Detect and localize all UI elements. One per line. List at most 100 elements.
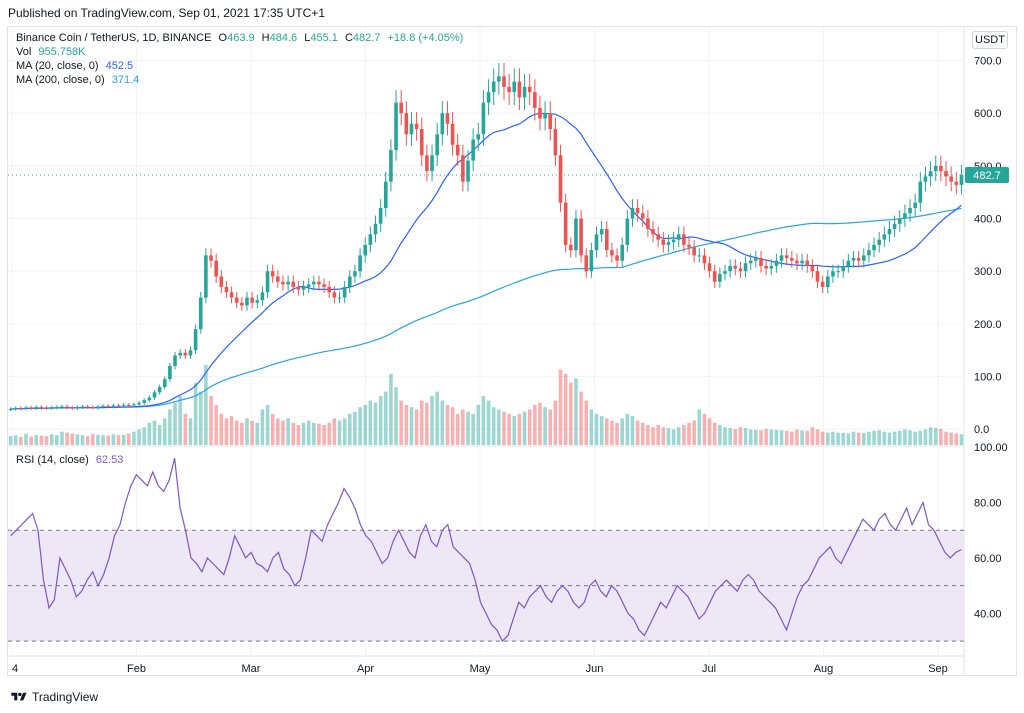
- volume-bar: [533, 405, 537, 445]
- volume-bar: [198, 391, 203, 445]
- candle-body: [353, 271, 357, 277]
- candle-body: [229, 292, 234, 298]
- candle-body: [630, 208, 635, 219]
- volume-bar: [363, 405, 368, 445]
- volume-bar: [640, 422, 645, 445]
- volume-bar: [574, 378, 578, 445]
- ma200-label[interactable]: MA (200, close, 0): [16, 74, 105, 86]
- volume-bar: [409, 407, 414, 445]
- volume-bar: [784, 430, 789, 445]
- volume-bar: [949, 432, 953, 445]
- volume-label[interactable]: Vol: [16, 46, 32, 58]
- volume-bar: [126, 433, 131, 445]
- currency-button[interactable]: USDT: [972, 31, 1008, 49]
- volume-bar: [959, 434, 964, 445]
- price-tick-label: 700.0: [974, 56, 1002, 68]
- candle-body: [610, 250, 614, 256]
- candle-body: [317, 281, 321, 285]
- candle-body: [255, 300, 260, 303]
- volume-bar: [625, 413, 630, 445]
- volume-bar: [317, 423, 321, 445]
- candle-body: [265, 271, 270, 293]
- candle-body: [322, 284, 326, 287]
- volume-bar: [121, 434, 126, 445]
- candle-body: [101, 406, 105, 408]
- candle-body: [661, 239, 666, 245]
- candle-body: [769, 265, 774, 269]
- time-tick-label: Aug: [814, 663, 834, 675]
- volume-bar: [697, 409, 702, 445]
- ma20-label[interactable]: MA (20, close, 0): [16, 60, 99, 72]
- candle-body: [471, 139, 475, 161]
- volume-bar: [635, 420, 640, 445]
- candle-body: [651, 229, 655, 235]
- candle-body: [574, 218, 578, 251]
- rsi-tick-label: 100.00: [974, 442, 1008, 454]
- ohlc-low-label: L: [304, 32, 311, 44]
- candle-body: [543, 113, 547, 119]
- candle-body: [682, 234, 686, 245]
- volume-bar: [152, 420, 157, 445]
- volume-bar: [471, 413, 475, 445]
- candle-body: [754, 258, 758, 261]
- volume-bar: [954, 433, 959, 445]
- volume-bar: [517, 413, 522, 445]
- rsi-value: 62.53: [95, 454, 124, 466]
- candle-body: [435, 134, 439, 156]
- volume-bar: [281, 420, 285, 445]
- candle-body: [29, 407, 33, 409]
- candle-body: [461, 155, 465, 182]
- volume-bar: [312, 422, 316, 445]
- volume-bar: [903, 429, 907, 445]
- candle-body: [944, 171, 948, 177]
- candle-body: [224, 287, 229, 293]
- price-tick-label: 400.0: [974, 214, 1002, 226]
- chart-frame: [7, 26, 1017, 676]
- candle-body: [748, 260, 753, 264]
- candle-body: [121, 404, 126, 407]
- candle-body: [831, 271, 835, 277]
- candle-body: [116, 405, 121, 407]
- rsi-tick-label: 40.00: [974, 608, 1002, 620]
- volume-bar: [147, 422, 152, 445]
- candle-body: [178, 352, 182, 356]
- volume-bar: [512, 416, 517, 445]
- volume-bar: [944, 431, 948, 445]
- volume-bar: [918, 430, 923, 445]
- volume-bars: [8, 365, 964, 445]
- volume-bar: [702, 413, 707, 445]
- volume-bar: [933, 428, 938, 445]
- candle-body: [162, 379, 167, 388]
- candle-body: [476, 134, 481, 140]
- volume-bar: [764, 429, 768, 445]
- tradingview-logo-icon: [11, 692, 27, 701]
- volume-bar: [183, 413, 188, 445]
- symbol-title[interactable]: Binance Coin / TetherUS, 1D, BINANCE: [16, 32, 212, 44]
- volume-bar: [234, 420, 239, 445]
- ohlc-change: +18.8 (+4.05%): [387, 32, 464, 44]
- candle-body: [466, 160, 470, 182]
- volume-bar: [173, 402, 177, 445]
- candle-body: [106, 406, 111, 408]
- tradingview-logo[interactable]: TradingView: [10, 690, 98, 704]
- candle-body: [548, 113, 553, 129]
- volume-bar: [96, 434, 100, 445]
- candle-body: [486, 92, 491, 103]
- volume-bar: [116, 435, 121, 445]
- volume-bar: [466, 411, 470, 445]
- volume-bar: [553, 400, 558, 445]
- published-header: Published on TradingView.com, Sep 01, 20…: [8, 6, 325, 20]
- legend-rsi-row: RSI (14, close) 62.53: [16, 453, 123, 467]
- volume-bar: [831, 431, 835, 445]
- rsi-label[interactable]: RSI (14, close): [16, 454, 89, 466]
- candle-body: [383, 181, 388, 208]
- candle-body: [579, 218, 583, 256]
- legend-symbol-row: Binance Coin / TetherUS, 1D, BINANCE O46…: [16, 31, 463, 45]
- volume-bar: [162, 418, 167, 445]
- candle-body: [173, 355, 177, 366]
- candle-body: [132, 404, 136, 406]
- candle-body: [795, 260, 799, 264]
- volume-bar: [394, 387, 398, 445]
- volume-bar: [538, 402, 542, 445]
